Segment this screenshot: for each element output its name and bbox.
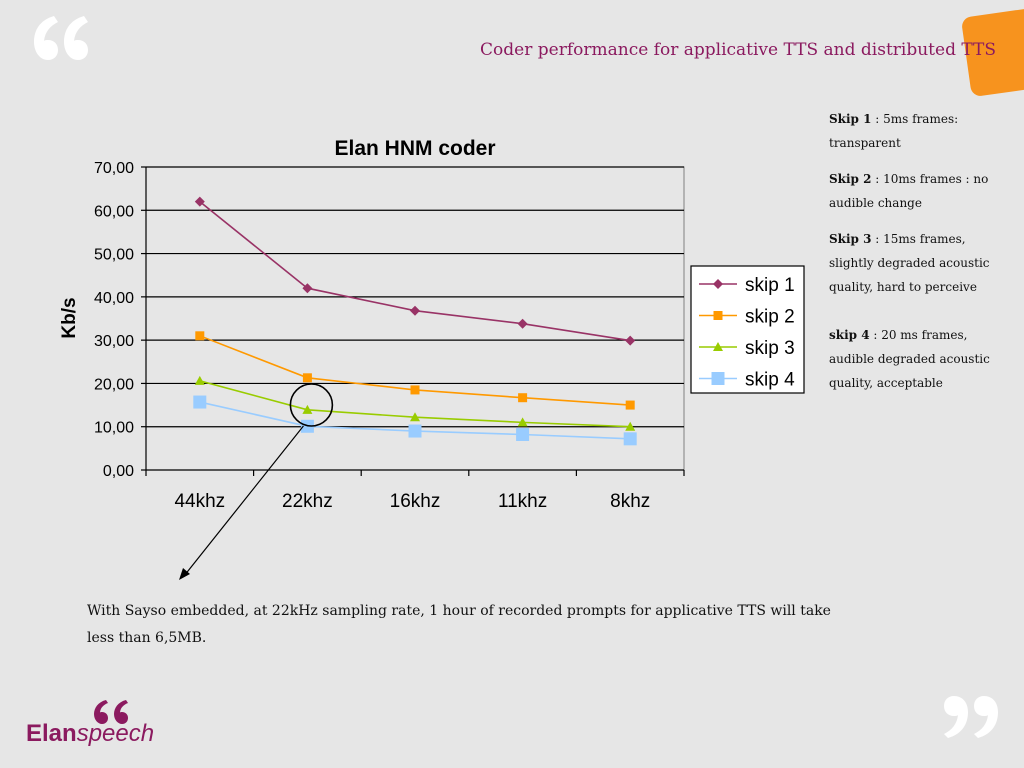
legend-item: skip 2: [699, 307, 795, 328]
annotation-callout: [179, 383, 334, 580]
note-text: : 5ms frames: transparent: [829, 112, 959, 150]
y-tick-label: 0,00: [103, 463, 134, 480]
series-layer: [193, 196, 637, 446]
note-text: : 15ms frames, slightly degraded acousti…: [829, 232, 990, 294]
data-point: [410, 412, 420, 422]
data-point: [302, 404, 313, 414]
x-tick-label: 11khz: [498, 491, 547, 512]
data-point: [408, 424, 422, 438]
y-axis-label: Kb/s: [59, 297, 80, 338]
x-tick-label: 16khz: [390, 491, 441, 512]
note-skip-3: Skip 3 : 15ms frames, slightly degraded …: [829, 227, 997, 299]
data-point: [517, 318, 528, 329]
x-tick-label: 44khz: [174, 491, 225, 512]
legend-swatch-marker: [713, 311, 723, 320]
logo-quote-icon: [92, 698, 132, 731]
series-skip-1: [194, 196, 636, 346]
note-text: : 10ms frames : no audible change: [829, 172, 989, 210]
data-point: [625, 421, 636, 431]
note-label: Skip 2: [829, 172, 872, 186]
data-point: [302, 283, 313, 294]
data-point: [623, 432, 637, 446]
data-point: [302, 373, 312, 383]
data-point: [625, 335, 636, 346]
open-quote-icon: [30, 12, 90, 71]
y-tick-label: 30,00: [94, 333, 134, 350]
annotation-arrow-head: [179, 568, 190, 580]
legend-swatch-marker: [713, 342, 723, 351]
chart-axes: [141, 166, 685, 476]
legend-item: skip 4: [699, 370, 795, 391]
logo-wordmark: Elanspeech: [26, 720, 154, 748]
legend-label: skip 2: [745, 307, 795, 328]
legend-box: [690, 265, 805, 394]
series-skip-2: [195, 331, 635, 410]
y-tick-label: 70,00: [94, 160, 134, 177]
annotation-arrow-line: [183, 425, 304, 577]
note-label: Skip 3: [829, 232, 872, 246]
legend-item: skip 1: [699, 275, 795, 296]
slide-title: Coder performance for applicative TTS an…: [480, 40, 996, 60]
chart-title: Elan HNM coder: [334, 137, 495, 160]
data-point: [518, 393, 528, 403]
close-quote-icon: [942, 696, 1002, 747]
series-skip-3: [194, 375, 636, 431]
note-label: Skip 1: [829, 112, 872, 126]
legend-swatch-marker: [711, 372, 725, 385]
y-tick-label: 10,00: [94, 420, 134, 437]
note-text: : 20 ms frames, audible degraded acousti…: [829, 328, 990, 390]
skip-notes: Skip 1 : 5ms frames: transparent Skip 2 …: [829, 107, 997, 407]
x-tick-label: 22khz: [282, 491, 333, 512]
note-skip-1: Skip 1 : 5ms frames: transparent: [829, 107, 997, 155]
caption-text: With Sayso embedded, at 22kHz sampling r…: [87, 603, 831, 646]
legend-label: skip 3: [745, 338, 795, 359]
legend-item: skip 3: [699, 338, 795, 359]
legend-swatch-marker: [713, 279, 723, 289]
data-point: [194, 196, 205, 207]
annotation-circle: [289, 383, 334, 427]
x-tick-label: 8khz: [610, 491, 650, 512]
note-skip-4: skip 4 : 20 ms frames, audible degraded …: [829, 323, 997, 395]
data-point: [516, 428, 530, 442]
data-point: [625, 400, 635, 410]
y-tick-label: 20,00: [94, 376, 134, 393]
logo-part-1: Elan: [26, 720, 77, 747]
y-tick-label: 60,00: [94, 203, 134, 220]
x-tick-labels: 44khz 22khz 16khz 11khz 8khz: [174, 491, 650, 512]
data-point: [517, 417, 528, 427]
legend-label: skip 1: [745, 275, 795, 296]
logo-part-2: speech: [76, 720, 155, 747]
data-point: [193, 395, 207, 409]
note-label: skip 4: [829, 328, 870, 342]
data-point: [410, 305, 420, 316]
data-point: [410, 385, 420, 395]
y-tick-label: 50,00: [94, 247, 134, 264]
note-skip-2: Skip 2 : 10ms frames : no audible change: [829, 167, 997, 215]
chart-legend: skip 1 skip 2 skip 3 skip 4: [690, 265, 805, 394]
y-tick-label: 40,00: [94, 290, 134, 307]
legend-label: skip 4: [745, 370, 795, 391]
y-tick-labels: 0,00 10,00 20,00 30,00 40,00 50,00 60,00 70,00: [94, 160, 134, 480]
series-skip-4: [193, 395, 637, 446]
data-point: [194, 375, 205, 385]
data-point: [195, 331, 205, 341]
